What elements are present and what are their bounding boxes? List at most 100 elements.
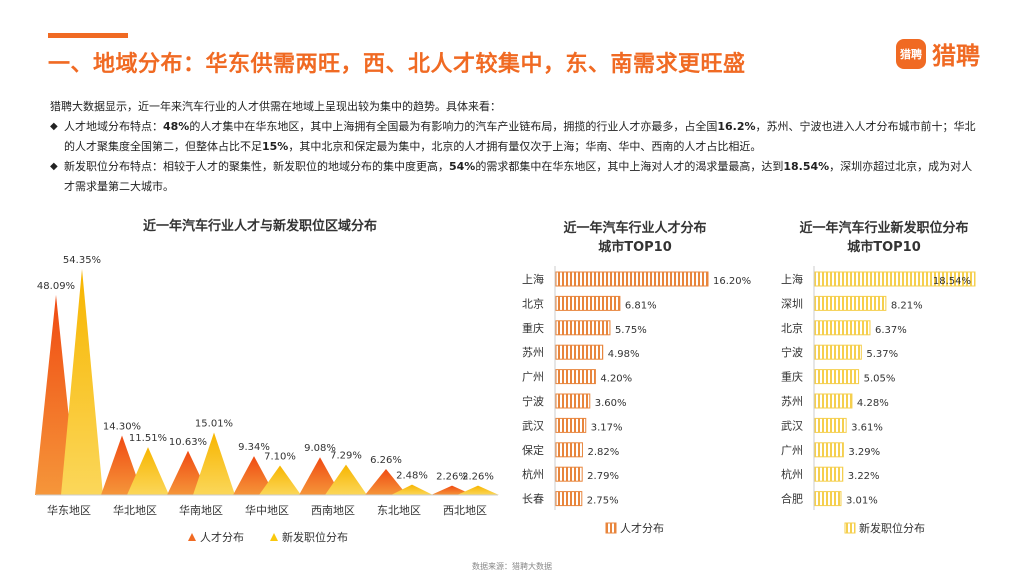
region-data-label: 48.09% <box>37 281 75 292</box>
talent-city-title-line2: 城市TOP10 <box>598 240 672 255</box>
city-bar <box>555 271 709 287</box>
bullet-talent: ◆ 人才地域分布特点：48%的人才集中在华东地区，其中上海拥有全国最为有影响力的… <box>50 117 980 157</box>
bullet-text: 人才地域分布特点： <box>64 120 163 133</box>
region-data-label: 14.30% <box>103 422 141 433</box>
city-tick-label: 宁波 <box>522 394 544 408</box>
region-data-label: 15.01% <box>195 419 233 430</box>
bullet-diamond-icon: ◆ <box>50 121 58 132</box>
region-tick-label: 华东地区 <box>47 503 91 517</box>
city-bar <box>555 369 596 385</box>
city-data-label: 3.01% <box>846 496 878 507</box>
logo-mark: 猎聘 <box>896 38 926 69</box>
region-data-label: 7.10% <box>264 451 296 462</box>
region-data-label: 9.08% <box>304 443 336 454</box>
region-data-label: 6.26% <box>370 455 402 466</box>
city-tick-label: 长春 <box>522 493 544 506</box>
city-data-label: 2.82% <box>587 447 619 458</box>
bullet-text: ，苏州、宁波也进入人才分布城市前十；华北的人才聚集度全国第二，但整体占比不足 <box>64 120 976 153</box>
city-data-label: 3.17% <box>591 422 623 433</box>
city-data-label: 2.79% <box>587 471 619 482</box>
city-tick-label: 苏州 <box>522 346 544 359</box>
legend-triangle-icon <box>188 533 196 541</box>
city-tick-label: 宁波 <box>781 345 803 359</box>
city-data-label: 3.29% <box>848 447 880 458</box>
title-accent-bar <box>48 33 128 38</box>
city-data-label: 6.81% <box>625 300 657 311</box>
bullet-diamond-icon: ◆ <box>50 161 58 172</box>
jobs-city-title-line2: 城市TOP10 <box>847 240 921 255</box>
region-bar <box>101 435 143 495</box>
region-bar <box>233 456 275 495</box>
city-bar <box>555 442 583 458</box>
intro-lead: 猎聘大数据显示，近一年来汽车行业的人才供需在地域上呈现出较为集中的趋势。具体来看… <box>50 100 501 113</box>
city-data-label: 3.60% <box>595 398 627 409</box>
jobs-city-chart-title: 近一年汽车行业新发职位分布 城市TOP10 <box>786 219 982 257</box>
talent-city-chart-title: 近一年汽车行业人才分布 城市TOP10 <box>545 219 725 257</box>
legend-swatch-icon <box>844 522 856 534</box>
city-bar <box>814 295 887 311</box>
city-bar <box>814 320 871 336</box>
region-data-label: 7.29% <box>330 451 362 462</box>
city-bar <box>814 393 853 409</box>
city-tick-label: 杭州 <box>781 467 803 481</box>
city-tick-label: 重庆 <box>781 370 803 384</box>
city-tick-label: 上海 <box>522 272 544 286</box>
city-tick-label: 合肥 <box>781 492 803 506</box>
city-data-label: 4.98% <box>608 349 640 360</box>
talent-city-chart: 上海 16.20% 北京 6.81% 重庆 5.75% 苏州 4.98% 广州 4.20% 宁波 3.… <box>522 266 751 535</box>
city-tick-label: 广州 <box>781 444 803 457</box>
city-data-label: 6.37% <box>875 325 907 336</box>
city-bar <box>814 491 842 507</box>
bullet-text: ，其中北京和保定最为集中，北京的人才拥有量仅次于上海；华南、华中、西南的人才占比… <box>288 140 762 153</box>
region-tick-label: 华中地区 <box>245 503 289 517</box>
region-tick-label: 华北地区 <box>113 503 157 517</box>
city-data-label: 8.21% <box>891 300 923 311</box>
city-tick-label: 上海 <box>781 272 803 286</box>
region-tick-label: 西北地区 <box>443 504 487 517</box>
jobs-city-title-line1: 近一年汽车行业新发职位分布 <box>799 221 969 236</box>
city-bar <box>814 466 844 482</box>
city-bar <box>555 320 611 336</box>
city-bar <box>555 393 591 409</box>
city-bar <box>555 417 587 433</box>
bullet-highlight: 16.2% <box>717 120 756 133</box>
city-bar <box>814 271 976 287</box>
city-tick-label: 北京 <box>781 321 803 335</box>
city-bar <box>555 491 583 507</box>
region-data-label: 2.26% <box>436 472 468 483</box>
bullet-text: ，深圳亦超过北京，成为对人才需求量第二大城市。 <box>64 160 973 193</box>
legend-label: 新发职位分布 <box>282 530 348 544</box>
region-bar <box>365 468 407 495</box>
bullet-text: 的人才集中在华东地区，其中上海拥有全国最为有影响力的汽车产业链布局，拥揽的行业人… <box>189 120 718 133</box>
bullet-text: 新发职位分布特点：相较于人才的聚集性，新发职位的地域分布的集中度更高， <box>64 160 449 173</box>
region-distribution-chart: 48.09% 54.35% 华东地区 14.30%11.51% 华北地区 10.63% 15… <box>35 255 499 544</box>
region-tick-label: 华南地区 <box>179 503 223 517</box>
region-tick-label: 西南地区 <box>311 504 355 517</box>
region-bar <box>325 464 367 495</box>
city-tick-label: 保定 <box>522 443 544 457</box>
city-tick-label: 重庆 <box>522 321 544 335</box>
city-data-label: 3.22% <box>848 471 880 482</box>
city-bar <box>555 344 604 360</box>
region-data-label: 2.26% <box>462 472 494 483</box>
legend-label: 人才分布 <box>620 521 664 535</box>
city-data-label: 16.20% <box>713 276 751 287</box>
legend-label: 新发职位分布 <box>859 521 925 535</box>
region-bar <box>193 432 235 495</box>
city-tick-label: 苏州 <box>781 395 803 408</box>
city-tick-label: 武汉 <box>781 419 803 432</box>
city-bar <box>814 369 860 385</box>
city-tick-label: 武汉 <box>522 419 544 432</box>
jobs-city-chart: 上海 18.54% 深圳 8.21% 北京 6.37% 宁波 5.37% 重庆 5.05% 苏州 4.… <box>781 266 976 535</box>
region-bar <box>299 457 341 495</box>
city-bar <box>814 442 844 458</box>
region-bar <box>259 465 301 495</box>
region-bar <box>457 485 499 495</box>
region-data-label: 54.35% <box>63 255 101 266</box>
region-data-label: 9.34% <box>238 442 270 453</box>
legend-label: 人才分布 <box>200 530 244 544</box>
bullet-jobs: ◆ 新发职位分布特点：相较于人才的聚集性，新发职位的地域分布的集中度更高，54%… <box>50 157 980 197</box>
region-chart-title: 近一年汽车行业人才与新发职位区域分布 <box>142 219 377 234</box>
legend-swatch-icon <box>605 522 617 534</box>
city-data-label: 5.37% <box>866 349 898 360</box>
